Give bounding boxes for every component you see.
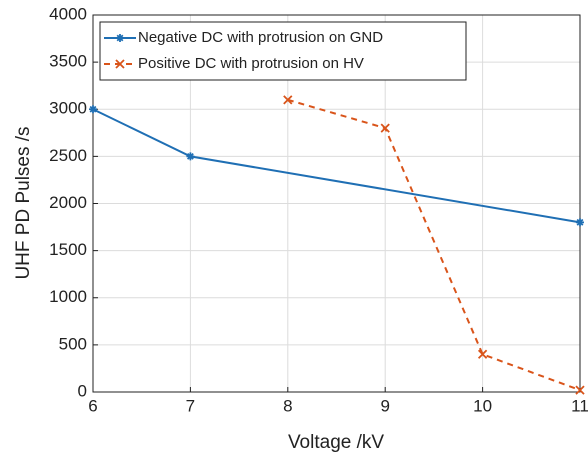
plot-frame — [92, 14, 581, 393]
x-tick-label: 8 — [283, 396, 292, 415]
data-point — [576, 218, 584, 227]
data-point — [283, 95, 293, 105]
legend: Negative DC with protrusion on GND Positi… — [99, 21, 467, 81]
legend-label: Positive DC with protrusion on HV — [138, 55, 364, 72]
y-axis-label: UHF PD Pulses /s — [13, 126, 34, 279]
y-tick-label: 3500 — [49, 52, 87, 71]
y-tick-label: 3000 — [49, 99, 87, 118]
x-axis-label: Voltage /kV — [288, 432, 384, 453]
series-line — [287, 98, 581, 392]
legend-marker — [116, 34, 124, 42]
legend-marker — [115, 59, 125, 69]
data-point — [380, 123, 390, 133]
x-tick-label: 6 — [88, 396, 97, 415]
data-point — [477, 349, 488, 359]
data-point — [89, 105, 97, 114]
y-tick-label: 500 — [59, 334, 87, 353]
y-tick-label: 2500 — [49, 146, 87, 165]
x-tick-label: 7 — [186, 396, 195, 415]
x-tick-label: 11 — [571, 396, 588, 415]
y-tick-label: 0 — [78, 381, 87, 400]
x-tick-label: 10 — [473, 396, 492, 415]
data-point — [186, 152, 195, 161]
data-point — [575, 385, 585, 395]
y-tick-label: 2000 — [49, 193, 87, 212]
y-tick-label: 1500 — [49, 240, 87, 259]
y-tick-label: 1000 — [49, 287, 87, 306]
legend-box — [99, 21, 467, 81]
legend-label: Negative DC with protrusion on GND — [138, 29, 383, 46]
x-tick-label: 9 — [380, 396, 389, 415]
y-tick-label: 4000 — [49, 4, 87, 23]
